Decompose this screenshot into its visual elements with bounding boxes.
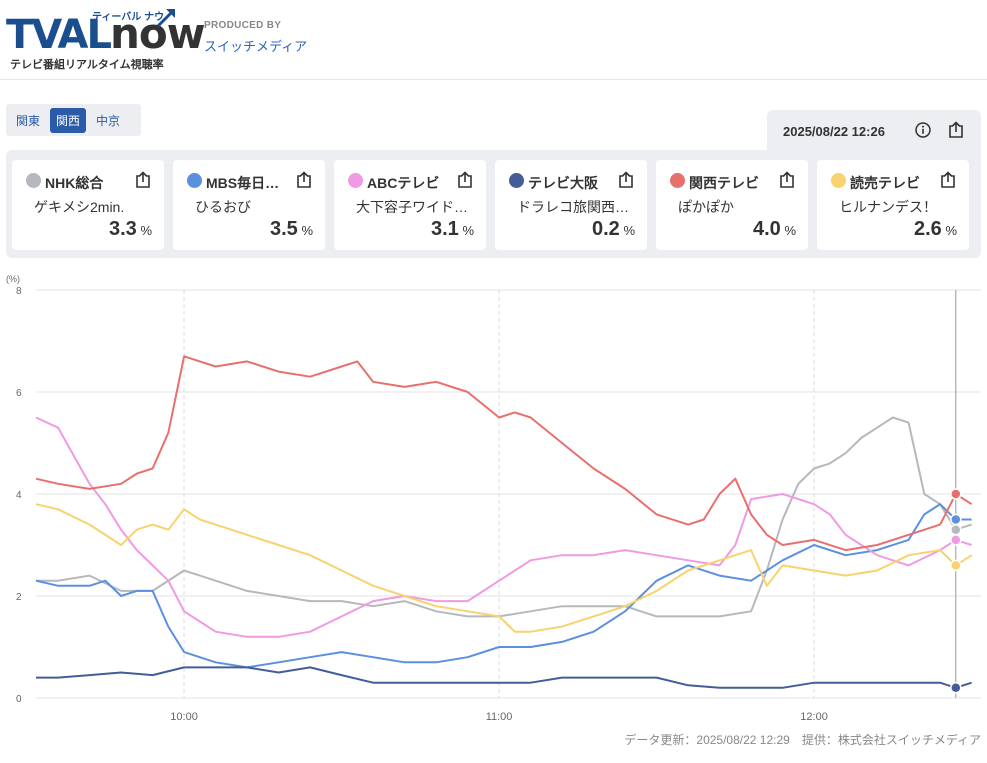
data-update-note: データ更新：2025/08/22 12:29 提供：株式会社スイッチメディア	[624, 733, 981, 747]
station-card[interactable]: 読売テレビヒルナンデス！ 2.6 %	[817, 160, 969, 250]
station-color-dot	[26, 173, 41, 188]
rating-number: 0.2	[592, 218, 620, 240]
rating-number: 3.5	[270, 218, 298, 240]
rating-number: 4.0	[753, 218, 781, 240]
series-line	[36, 666, 972, 689]
station-card[interactable]: ABCテレビ大下容子ワイド… 3.1 %	[334, 160, 486, 250]
share-icon[interactable]	[947, 121, 965, 139]
region-tab[interactable]: 関東	[16, 113, 41, 128]
rating-value: 3.1 %	[431, 218, 474, 241]
station-cards: NHK総合 ゲキメシ2min. 3.3 % MBS毎日… ひるおび 3.5 % ABCテレビ…	[12, 160, 969, 250]
series-marker	[950, 513, 962, 526]
station-card[interactable]: 関西テレビぽかぽか 4.0 %	[656, 160, 808, 250]
rating-value: 4.0 %	[753, 218, 796, 241]
station-color-dot	[187, 173, 202, 188]
rating-value: 3.5 %	[270, 218, 313, 241]
series-line	[36, 416, 972, 618]
y-tick-label: 0	[16, 694, 22, 705]
series-marker	[950, 488, 962, 500]
rating-unit: %	[462, 223, 474, 238]
rating-value: 3.3 %	[109, 218, 152, 241]
ratings-line-chart: 0 2 4 6 8 (%) 10:00 11:00 12:00	[6, 274, 981, 723]
series-line	[35, 503, 973, 633]
series-marker	[950, 523, 962, 536]
station-card[interactable]: NHK総合ゲキメシ2min. 3.3 %	[12, 160, 164, 250]
y-tick-label: 4	[16, 490, 22, 501]
logo-wordmark-tval: TVAL	[6, 12, 112, 58]
y-tick-label: 8	[16, 286, 22, 297]
region-tab[interactable]: 関西	[50, 107, 87, 133]
rating-unit: %	[623, 223, 635, 238]
x-tick-label: 10:00	[170, 711, 198, 723]
rating-unit: %	[945, 223, 957, 238]
region-tabs: 関東 関西 中京	[6, 104, 141, 136]
series-line	[35, 503, 972, 669]
rating-value: 2.6 %	[914, 218, 957, 241]
station-card[interactable]: MBS毎日… ひるおび 3.5 %	[173, 160, 325, 250]
x-tick-label: 11:00	[486, 711, 513, 723]
station-name: ABCテレビ	[367, 175, 440, 191]
program-title: ドラレコ旅関西…	[517, 199, 629, 215]
rating-unit: %	[140, 223, 152, 238]
current-timestamp: 2025/08/22 12:26	[783, 124, 885, 139]
program-title: ひるおび	[195, 199, 251, 215]
station-name: MBS毎日…	[206, 175, 280, 191]
series-marker	[950, 682, 962, 694]
logo-wordmark: TVALnow	[6, 9, 206, 58]
share-icon[interactable]	[456, 171, 474, 189]
x-tick-label: 12:00	[800, 711, 828, 723]
series-marker	[950, 534, 962, 546]
rating-value: 0.2 %	[592, 218, 635, 241]
station-name: 関西テレビ	[689, 175, 759, 191]
rating-number: 2.6	[914, 218, 942, 240]
logo-kana: ティーバル ナウ	[92, 12, 165, 23]
info-icon[interactable]	[915, 122, 931, 138]
share-icon[interactable]	[617, 171, 635, 189]
program-title: ゲキメシ2min.	[34, 199, 125, 215]
program-title: ぽかぽか	[678, 199, 734, 215]
y-tick-label: 2	[16, 592, 22, 603]
header: TVALnow ティーバル ナウ テレビ番組リアルタイム視聴率 PRODUCED…	[0, 0, 987, 80]
producer-label: PRODUCED BY	[204, 20, 282, 31]
y-tick-label: 6	[16, 388, 22, 399]
producer-credit: PRODUCED BY スイッチメディア	[204, 20, 307, 55]
share-icon[interactable]	[778, 171, 796, 189]
station-color-dot	[348, 173, 363, 188]
station-card[interactable]: テレビ大阪ドラレコ旅関西… 0.2 %	[495, 160, 647, 250]
station-color-dot	[670, 173, 685, 188]
logo-subtitle: テレビ番組リアルタイム視聴率	[10, 59, 164, 71]
region-tab[interactable]: 中京	[96, 113, 121, 128]
station-name: テレビ大阪	[528, 175, 598, 191]
station-color-dot	[509, 173, 524, 188]
share-icon[interactable]	[134, 171, 152, 189]
arrow-up-icon	[156, 8, 176, 28]
program-title: ヒルナンデス！	[839, 199, 937, 215]
rating-unit: %	[301, 223, 313, 238]
program-title: 大下容子ワイド…	[356, 199, 468, 215]
series-line	[35, 416, 972, 638]
station-color-dot	[831, 173, 846, 188]
tvalnow-logo[interactable]: TVALnow ティーバル ナウ テレビ番組リアルタイム視聴率	[6, 4, 206, 71]
share-icon[interactable]	[939, 171, 957, 189]
rating-number: 3.1	[431, 218, 459, 240]
series-marker	[950, 559, 962, 572]
station-name: NHK総合	[45, 175, 104, 191]
station-name: 読売テレビ	[850, 175, 920, 191]
logo-wordmark-now: now	[109, 9, 206, 58]
producer-name-link[interactable]: スイッチメディア	[204, 39, 308, 54]
rating-number: 3.3	[109, 218, 137, 240]
share-icon[interactable]	[295, 171, 313, 189]
timestamp-bar: 2025/08/22 12:26	[767, 110, 981, 158]
y-unit-label: (%)	[6, 274, 20, 284]
series-line	[35, 355, 973, 552]
ratings-panel: 2025/08/22 12:26 NHK総合 ゲキメシ2min. 3.3 % MBS毎…	[6, 110, 981, 258]
rating-unit: %	[784, 223, 796, 238]
